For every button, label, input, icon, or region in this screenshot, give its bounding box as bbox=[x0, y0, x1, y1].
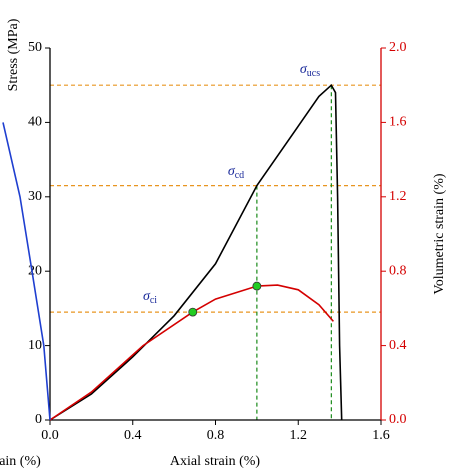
annotation: σci bbox=[143, 289, 157, 306]
x-tick-label: 1.6 bbox=[372, 428, 390, 443]
annotation-symbol: σ bbox=[143, 289, 151, 304]
annotation-subscript: cd bbox=[235, 170, 244, 181]
annotation-subscript: ucs bbox=[307, 68, 320, 79]
x-tick-label: 0.8 bbox=[207, 428, 225, 443]
y2-tick-label: 1.2 bbox=[389, 189, 407, 204]
y-tick-label: 50 bbox=[28, 40, 42, 55]
series-line bbox=[49, 83, 343, 421]
y-axis-label: Stress (MPa) bbox=[6, 18, 21, 91]
y2-axis-label: Volumetric strain (%) bbox=[432, 173, 447, 294]
y-tick-label: 0 bbox=[35, 412, 42, 427]
annotation-symbol: σ bbox=[228, 164, 236, 179]
x-tick-label: 0.0 bbox=[41, 428, 59, 443]
y-tick-label: 30 bbox=[28, 189, 42, 204]
y2-tick-label: 2.0 bbox=[389, 40, 407, 55]
x-tick-label: 1.2 bbox=[290, 428, 308, 443]
series-line bbox=[2, 122, 51, 421]
x-tick-label: 0.4 bbox=[124, 428, 142, 443]
y-tick-label: 20 bbox=[28, 263, 42, 278]
annotation: σcd bbox=[228, 164, 244, 181]
annotation: σucs bbox=[300, 62, 320, 79]
cropped-axis-label: ain (%) bbox=[0, 454, 41, 469]
y2-tick-label: 0.0 bbox=[389, 412, 407, 427]
annotation-subscript: ci bbox=[150, 295, 157, 306]
marker-point bbox=[252, 281, 262, 291]
y2-tick-label: 0.8 bbox=[389, 263, 407, 278]
y2-tick-label: 0.4 bbox=[389, 338, 407, 353]
y-tick-label: 10 bbox=[28, 338, 42, 353]
annotation-symbol: σ bbox=[300, 62, 308, 77]
y-tick-label: 40 bbox=[28, 115, 42, 130]
marker-point bbox=[188, 307, 198, 317]
series-line bbox=[49, 284, 335, 421]
y2-tick-label: 1.6 bbox=[389, 115, 407, 130]
x-axis-label: Axial strain (%) bbox=[170, 454, 261, 469]
